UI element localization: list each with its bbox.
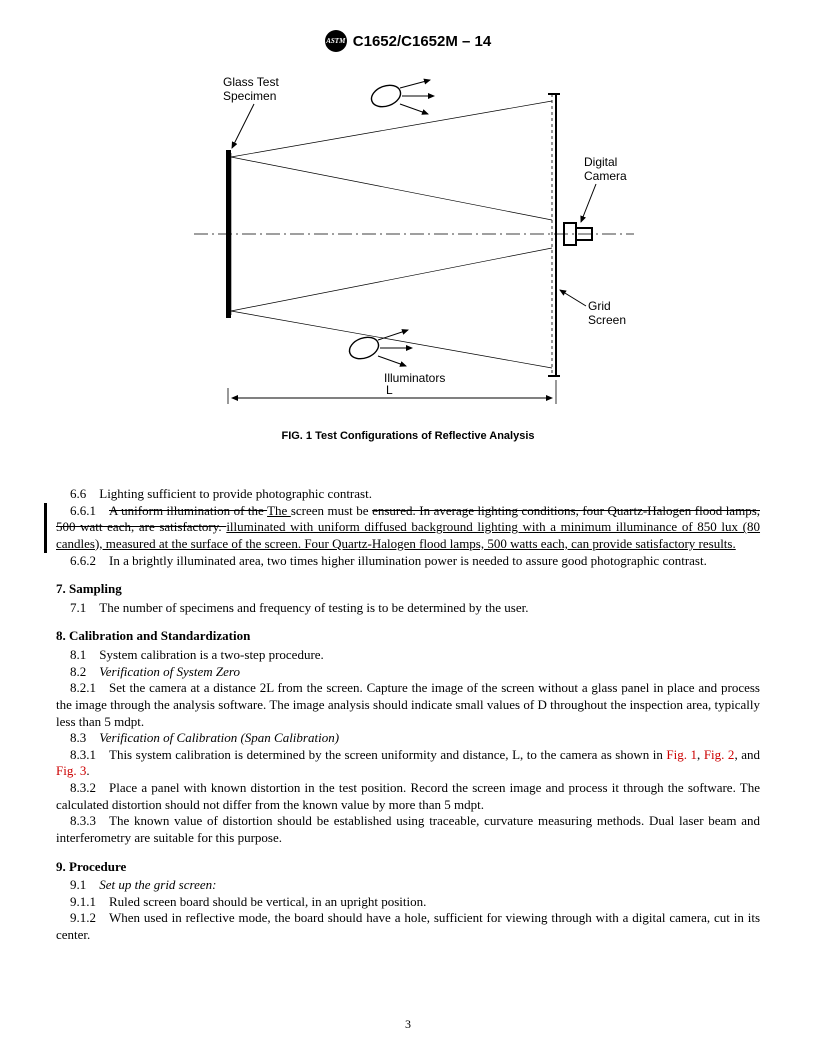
num-82: 8.2 — [70, 664, 99, 679]
num-91: 9.1 — [70, 877, 99, 892]
astm-logo-icon: ASTM — [325, 30, 347, 52]
body-text: 6.6 Lighting sufficient to provide photo… — [56, 486, 760, 944]
label-specimen: Specimen — [223, 89, 276, 103]
title-82: Verification of System Zero — [99, 664, 240, 679]
figure-1: Glass Test Specimen Digital Camera Grid … — [56, 58, 760, 442]
page-content: ASTM C1652/C1652M – 14 Glass Test Specim… — [0, 0, 816, 964]
strike-1: A uniform illumination of the — [109, 503, 267, 518]
p831s1: , — [697, 747, 704, 762]
label-illuminators: Illuminators — [384, 371, 445, 385]
para-6.6.1: 6.6.1 A uniform illumination of the The … — [56, 503, 760, 553]
label-glass-test: Glass Test — [223, 75, 279, 89]
para-8.1: 8.1 System calibration is a two-step pro… — [56, 647, 760, 664]
page-number: 3 — [0, 1017, 816, 1032]
change-bar-6.6.1: 6.6.1 A uniform illumination of the The … — [44, 503, 760, 553]
para-8.2: 8.2 Verification of System Zero — [56, 664, 760, 681]
ins-1: The — [267, 503, 291, 518]
num-83: 8.3 — [70, 730, 99, 745]
title-91: Set up the grid screen: — [99, 877, 216, 892]
figure-1-diagram: Glass Test Specimen Digital Camera Grid … — [168, 58, 648, 418]
para-8.3: 8.3 Verification of Calibration (Span Ca… — [56, 730, 760, 747]
para-9.1.2: 9.1.2 When used in reflective mode, the … — [56, 910, 760, 943]
designation-text: C1652/C1652M – 14 — [353, 33, 491, 50]
p831s2: , and — [734, 747, 760, 762]
ref-fig3[interactable]: Fig. 3 — [56, 763, 86, 778]
p831e: . — [86, 763, 89, 778]
document-header: ASTM C1652/C1652M – 14 — [56, 30, 760, 52]
para-8.3.1: 8.3.1 This system calibration is determi… — [56, 747, 760, 780]
p831a: 8.3.1 This system calibration is determi… — [70, 747, 666, 762]
para-8.3.2: 8.3.2 Place a panel with known distortio… — [56, 780, 760, 813]
para-7.1: 7.1 The number of specimens and frequenc… — [56, 600, 760, 617]
figure-1-caption: FIG. 1 Test Configurations of Reflective… — [56, 430, 760, 442]
label-camera: Camera — [584, 169, 627, 183]
para-8.2.1: 8.2.1 Set the camera at a distance 2L fr… — [56, 680, 760, 730]
label-screen: Screen — [588, 313, 626, 327]
para-8.3.3: 8.3.3 The known value of distortion shou… — [56, 813, 760, 846]
label-digital: Digital — [584, 155, 617, 169]
txt-661a: screen must be — [291, 503, 372, 518]
heading-9: 9. Procedure — [56, 859, 760, 876]
heading-8: 8. Calibration and Standardization — [56, 628, 760, 645]
heading-7: 7. Sampling — [56, 581, 760, 598]
num-661: 6.6.1 — [70, 503, 96, 518]
para-6.6.2: 6.6.2 In a brightly illuminated area, tw… — [56, 553, 760, 570]
ref-fig1[interactable]: Fig. 1 — [666, 747, 697, 762]
para-9.1.1: 9.1.1 Ruled screen board should be verti… — [56, 894, 760, 911]
para-9.1: 9.1 Set up the grid screen: — [56, 877, 760, 894]
ref-fig2[interactable]: Fig. 2 — [704, 747, 735, 762]
para-6.6: 6.6 Lighting sufficient to provide photo… — [56, 486, 760, 503]
label-grid: Grid — [588, 299, 611, 313]
title-83: Verification of Calibration (Span Calibr… — [99, 730, 339, 745]
label-length: L — [386, 383, 393, 397]
